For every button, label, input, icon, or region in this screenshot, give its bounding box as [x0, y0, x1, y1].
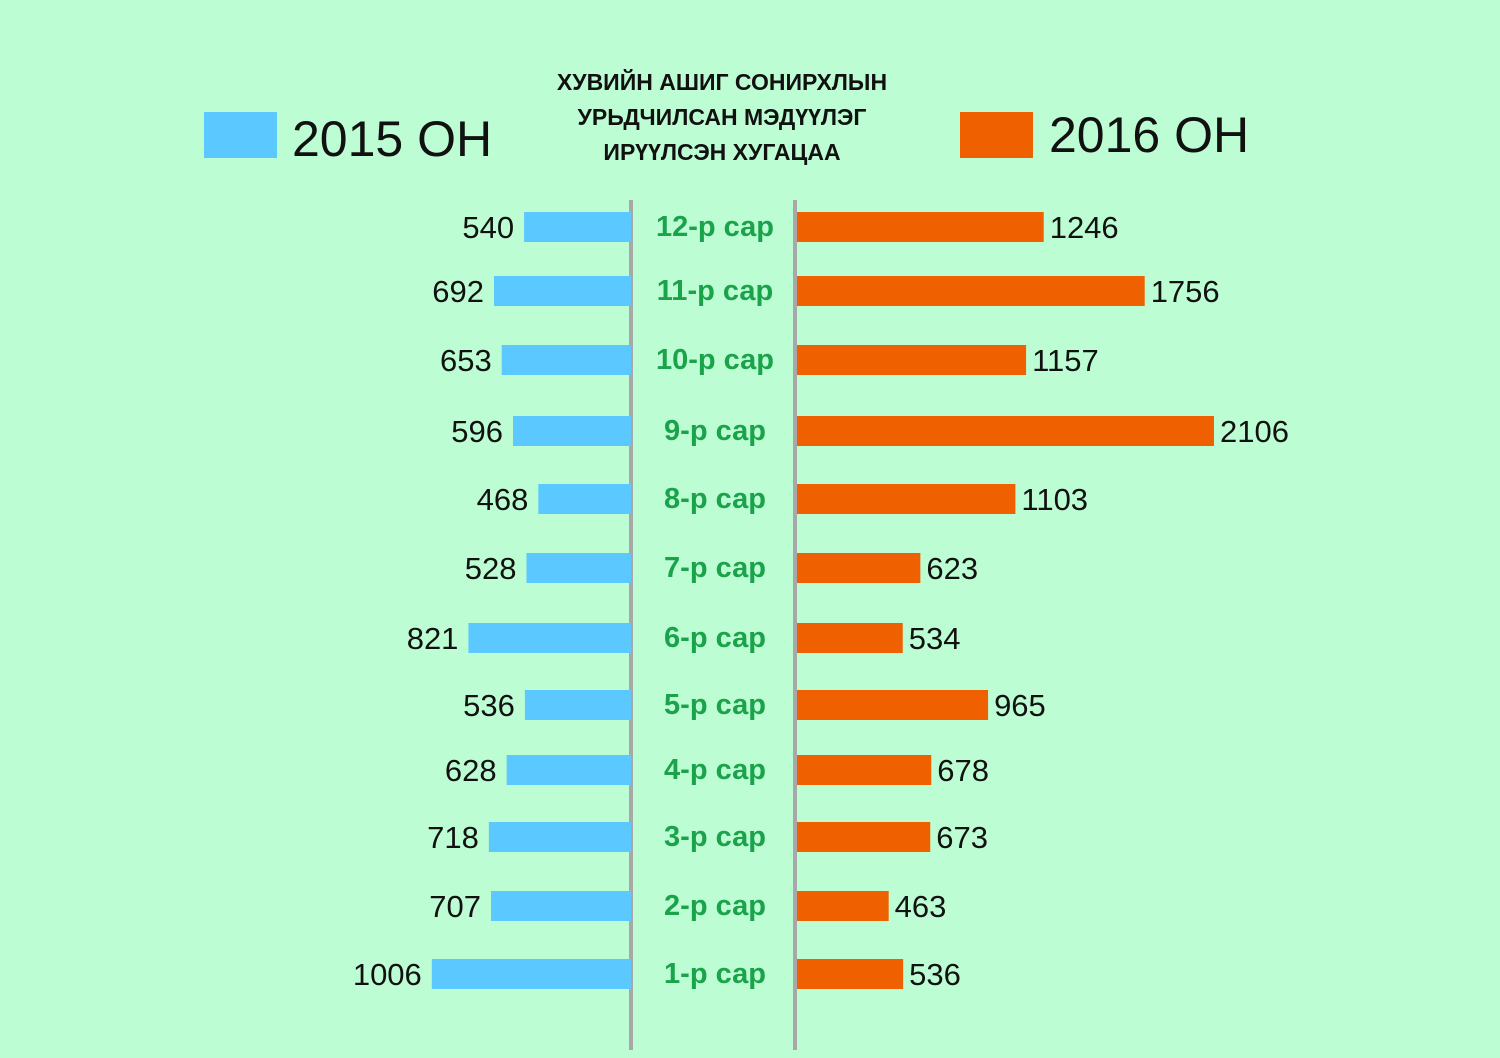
month-label: 8-р сар	[664, 483, 766, 515]
chart-rows: 540 12-р сар 1246 692 11-р сар 1756 653 10-р са…	[353, 210, 1289, 992]
value-label-2015: 821	[407, 621, 459, 656]
chart-row: 540 12-р сар 1246	[462, 210, 1118, 245]
legend-swatch-2015	[204, 112, 277, 158]
bar-2016	[797, 416, 1214, 446]
bar-2015	[488, 822, 631, 852]
legend-swatch-2016	[960, 112, 1033, 158]
bar-2016	[797, 212, 1044, 242]
value-label-2015: 596	[451, 414, 503, 449]
value-label-2015: 528	[465, 551, 517, 586]
month-label: 11-р сар	[657, 275, 773, 307]
chart-row: 653 10-р сар 1157	[440, 343, 1099, 378]
bar-2015	[431, 959, 631, 989]
bar-2016	[797, 891, 889, 921]
value-label-2016: 1157	[1032, 343, 1099, 378]
bar-2016	[797, 623, 903, 653]
chart-row: 718 3-р сар 673	[427, 820, 988, 855]
bar-2016	[797, 690, 989, 720]
chart-row: 1006 1-р сар 536	[353, 957, 961, 992]
bar-2016	[797, 345, 1027, 375]
chart-row: 536 5-р сар 965	[463, 688, 1046, 723]
bar-2015	[538, 484, 631, 514]
value-label-2015: 1006	[353, 957, 422, 992]
bar-2015	[526, 553, 631, 583]
chart-row: 468 8-р сар 1103	[477, 482, 1088, 517]
value-label-2015: 628	[445, 753, 497, 788]
chart-row: 707 2-р сар 463	[429, 889, 946, 924]
chart-title-line-2: УРЬДЧИЛСАН МЭДҮҮЛЭГ	[578, 104, 867, 130]
value-label-2016: 965	[994, 688, 1046, 723]
value-label-2016: 623	[926, 551, 978, 586]
value-label-2016: 463	[895, 889, 947, 924]
bar-2016	[797, 755, 932, 785]
bar-2015	[493, 276, 631, 306]
month-label: 4-р сар	[664, 754, 766, 786]
value-label-2016: 673	[936, 820, 988, 855]
value-label-2015: 536	[463, 688, 515, 723]
month-label: 12-р сар	[656, 211, 774, 243]
month-label: 6-р сар	[664, 622, 766, 654]
value-label-2015: 468	[477, 482, 529, 517]
bar-2016	[797, 822, 931, 852]
chart-row: 692 11-р сар 1756	[432, 274, 1219, 309]
chart-row: 821 6-р сар 534	[407, 621, 961, 656]
value-label-2016: 536	[909, 957, 961, 992]
value-label-2015: 692	[432, 274, 484, 309]
chart-row: 528 7-р сар 623	[465, 551, 978, 586]
value-label-2016: 1103	[1021, 482, 1088, 517]
month-label: 2-р сар	[664, 890, 766, 922]
value-label-2015: 707	[429, 889, 481, 924]
bar-2015	[501, 345, 631, 375]
value-label-2016: 1756	[1151, 274, 1220, 309]
bar-2015	[491, 891, 631, 921]
bar-2016	[797, 484, 1016, 514]
legend-label-2015: 2015 ОН	[292, 111, 492, 167]
bar-2016	[797, 959, 904, 989]
value-label-2015: 540	[462, 210, 514, 245]
chart-row: 596 9-р сар 2106	[451, 414, 1289, 449]
bar-2015	[524, 690, 631, 720]
month-label: 9-р сар	[664, 415, 766, 447]
value-label-2016: 2106	[1220, 414, 1289, 449]
chart-title-line-1: ХУВИЙН АШИГ СОНИРХЛЫН	[557, 68, 887, 95]
chart-row: 628 4-р сар 678	[445, 753, 989, 788]
legend: 2015 ОН 2016 ОН	[204, 107, 1249, 167]
value-label-2016: 1246	[1050, 210, 1119, 245]
value-label-2015: 653	[440, 343, 492, 378]
chart-title: ХУВИЙН АШИГ СОНИРХЛЫН УРЬДЧИЛСАН МЭДҮҮЛЭ…	[557, 68, 887, 165]
bar-2016	[797, 553, 921, 583]
value-label-2016: 678	[937, 753, 989, 788]
month-label: 7-р сар	[664, 552, 766, 584]
chart-title-line-3: ИРҮҮЛСЭН ХУГАЦАА	[603, 139, 840, 165]
value-label-2016: 534	[909, 621, 961, 656]
value-label-2015: 718	[427, 820, 479, 855]
month-label: 5-р сар	[664, 689, 766, 721]
bar-2015	[512, 416, 631, 446]
bar-2015	[506, 755, 631, 785]
bar-2016	[797, 276, 1145, 306]
month-label: 10-р сар	[656, 344, 774, 376]
legend-label-2016: 2016 ОН	[1049, 107, 1249, 163]
month-label: 1-р сар	[664, 958, 766, 990]
bar-2015	[468, 623, 631, 653]
month-label: 3-р сар	[664, 821, 766, 853]
bar-2015	[524, 212, 631, 242]
